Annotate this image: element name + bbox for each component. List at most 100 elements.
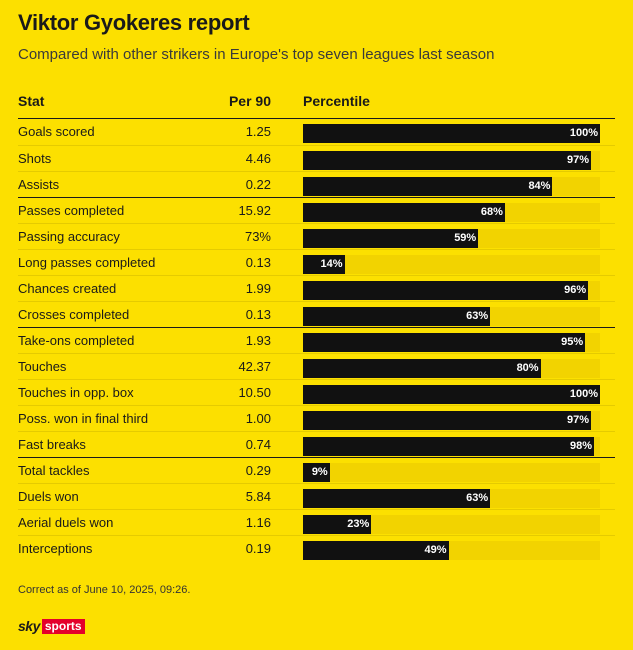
percentile-track: 9% [303,463,600,482]
table-row: Crosses completed 0.13 63% [18,301,615,327]
percentile-bar: 97% [303,411,592,430]
stat-label: Duels won [18,489,79,504]
percentile-label: 63% [466,310,489,322]
stat-label: Chances created [18,281,117,296]
percentile-label: 14% [320,258,343,270]
stat-label: Total tackles [18,463,90,478]
percentile-track: 84% [303,177,600,196]
per90-value: 0.22 [245,177,271,192]
table-row: Goals scored 1.25 100% [18,119,615,145]
stat-label: Assists [18,177,60,192]
per90-value: 5.84 [245,489,271,504]
percentile-bar: 23% [303,515,372,534]
table-row: Assists 0.22 84% [18,171,615,197]
percentile-bar: 100% [303,385,600,404]
stat-label: Take-ons completed [18,333,135,348]
logo-sky-text: sky [18,618,40,634]
stat-label: Passing accuracy [18,229,120,244]
percentile-label: 49% [424,544,447,556]
stat-label: Long passes completed [18,255,156,270]
percentile-label: 97% [567,414,590,426]
stat-label: Shots [18,151,52,166]
per90-value: 15.92 [238,203,271,218]
table-row: Touches in opp. box 10.50 100% [18,379,615,405]
percentile-track: 97% [303,411,600,430]
percentile-track: 23% [303,515,600,534]
per90-value: 1.16 [245,515,271,530]
percentile-track: 95% [303,333,600,352]
table-row: Interceptions 0.19 49% [18,535,615,561]
percentile-track: 80% [303,359,600,378]
percentile-bar: 49% [303,541,449,560]
table-row: Passes completed 15.92 68% [18,197,615,223]
percentile-track: 96% [303,281,600,300]
percentile-track: 100% [303,385,600,404]
percentile-bar: 9% [303,463,330,482]
percentile-bar: 14% [303,255,345,274]
stat-label: Aerial duels won [18,515,114,530]
percentile-label: 97% [567,154,590,166]
sky-sports-logo: sky sports [18,618,85,634]
stat-label: Passes completed [18,203,125,218]
stat-label: Touches in opp. box [18,385,134,400]
percentile-track: 49% [303,541,600,560]
percentile-label: 59% [454,232,477,244]
column-header-per90: Per 90 [228,93,271,109]
table-row: Take-ons completed 1.93 95% [18,327,615,353]
percentile-track: 59% [303,229,600,248]
per90-value: 10.50 [238,385,271,400]
footnote: Correct as of June 10, 2025, 09:26. [18,584,191,596]
per90-value: 1.25 [245,124,271,139]
percentile-label: 95% [561,336,584,348]
percentile-label: 96% [564,284,587,296]
table-row: Aerial duels won 1.16 23% [18,509,615,535]
per90-value: 42.37 [238,359,271,374]
chart-title: Viktor Gyokeres report [18,10,250,35]
table-row: Touches 42.37 80% [18,353,615,379]
stat-label: Touches [18,359,67,374]
logo-sports-text: sports [41,618,85,634]
stat-label: Interceptions [18,541,93,556]
per90-value: 73% [244,229,271,244]
table-row: Poss. won in final third 1.00 97% [18,405,615,431]
percentile-bar: 80% [303,359,541,378]
table-row: Passing accuracy 73% 59% [18,223,615,249]
percentile-label: 9% [311,466,328,478]
per90-value: 0.13 [245,307,271,322]
stat-label: Crosses completed [18,307,130,322]
percentile-label: 63% [466,492,489,504]
table-row: Total tackles 0.29 9% [18,457,615,483]
table-row: Duels won 5.84 63% [18,483,615,509]
column-header-percentile: Percentile [303,93,370,109]
percentile-bar: 97% [303,151,592,170]
percentile-label: 23% [347,518,370,530]
stat-table: Goals scored 1.25 100% Shots 4.46 97% Assists 0… [18,119,615,561]
percentile-track: 100% [303,124,600,143]
percentile-track: 14% [303,255,600,274]
per90-value: 1.99 [245,281,271,296]
percentile-bar: 96% [303,281,589,300]
percentile-label: 100% [569,388,598,400]
percentile-track: 63% [303,489,600,508]
percentile-track: 97% [303,151,600,170]
percentile-bar: 98% [303,437,595,456]
table-row: Shots 4.46 97% [18,145,615,171]
column-header-stat: Stat [18,93,45,109]
per90-value: 1.93 [245,333,271,348]
table-row: Fast breaks 0.74 98% [18,431,615,457]
percentile-bar: 68% [303,203,505,222]
per90-value: 1.00 [245,411,271,426]
percentile-bar: 63% [303,307,491,326]
per90-value: 0.19 [245,541,271,556]
per90-value: 0.29 [245,463,271,478]
table-row: Long passes completed 0.13 14% [18,249,615,275]
percentile-bar: 100% [303,124,600,143]
percentile-label: 100% [569,127,598,139]
table-row: Chances created 1.99 96% [18,275,615,301]
per90-value: 0.13 [245,255,271,270]
stat-label: Fast breaks [18,437,86,452]
chart-subtitle: Compared with other strikers in Europe's… [18,46,495,63]
percentile-bar: 84% [303,177,553,196]
percentile-bar: 59% [303,229,479,248]
percentile-track: 68% [303,203,600,222]
